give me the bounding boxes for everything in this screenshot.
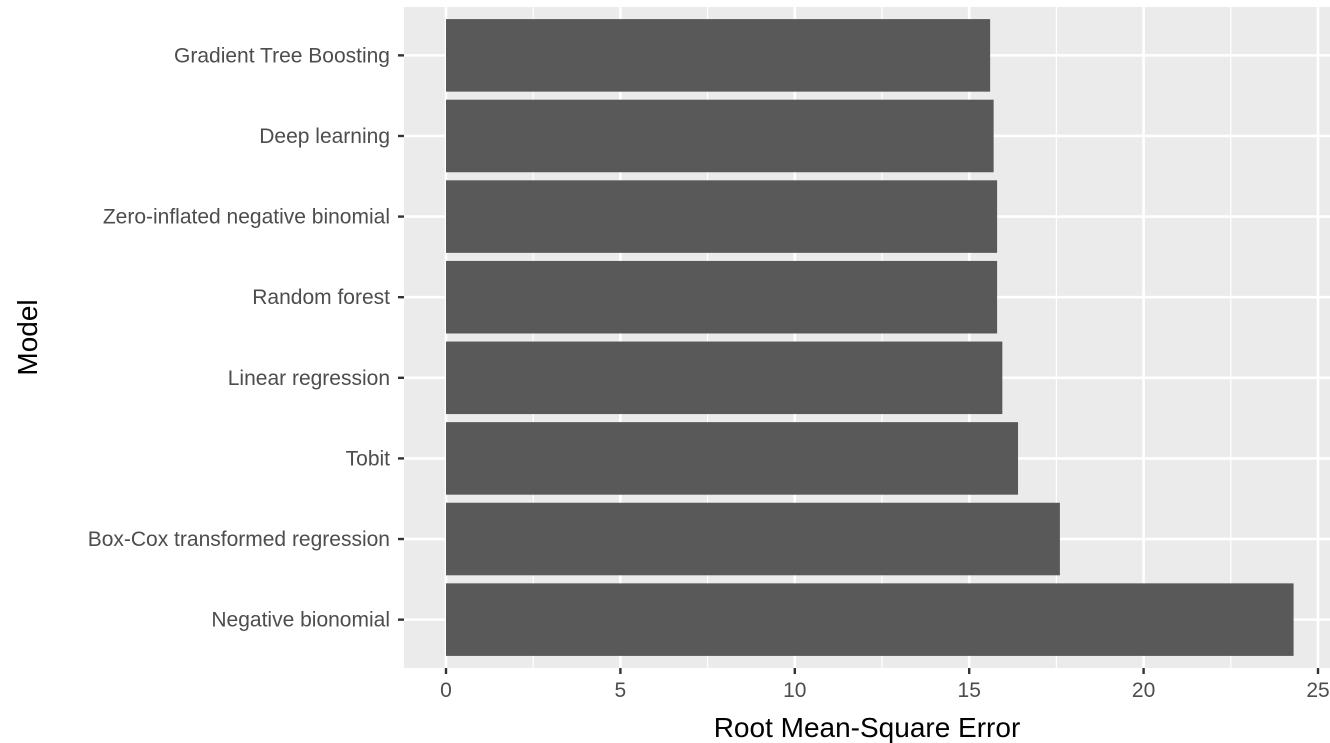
bar — [446, 583, 1294, 656]
bars — [446, 19, 1294, 656]
x-tick-label: 15 — [958, 679, 981, 702]
y-tick-label: Zero-inflated negative binomial — [103, 206, 390, 229]
bar — [446, 180, 998, 253]
x-axis-title: Root Mean-Square Error — [714, 712, 1021, 743]
y-tick-label: Gradient Tree Boosting — [174, 44, 390, 67]
bar — [446, 19, 991, 92]
bar — [446, 502, 1060, 576]
x-tick-label: 10 — [783, 679, 806, 702]
x-tick-label: 25 — [1306, 679, 1329, 702]
y-tick-label: Random forest — [252, 286, 390, 309]
y-tick-label: Negative bionomial — [211, 609, 390, 632]
x-tick-label: 5 — [615, 679, 627, 702]
y-axis: Gradient Tree Boosting Deep learning Zero-… — [88, 44, 404, 632]
y-tick-label: Linear regression — [228, 367, 390, 390]
bar — [446, 99, 994, 173]
y-tick-label: Box-Cox transformed regression — [88, 528, 390, 551]
x-tick-label: 20 — [1132, 679, 1155, 702]
bar — [446, 422, 1019, 495]
x-axis: 0 5 10 15 20 25 — [440, 668, 1330, 702]
y-axis-title: Model — [12, 299, 43, 375]
y-tick-label: Tobit — [346, 447, 391, 470]
y-tick-label: Deep learning — [259, 125, 390, 148]
bar — [446, 341, 1003, 415]
bar — [446, 260, 998, 334]
x-tick-label: 0 — [440, 679, 452, 702]
